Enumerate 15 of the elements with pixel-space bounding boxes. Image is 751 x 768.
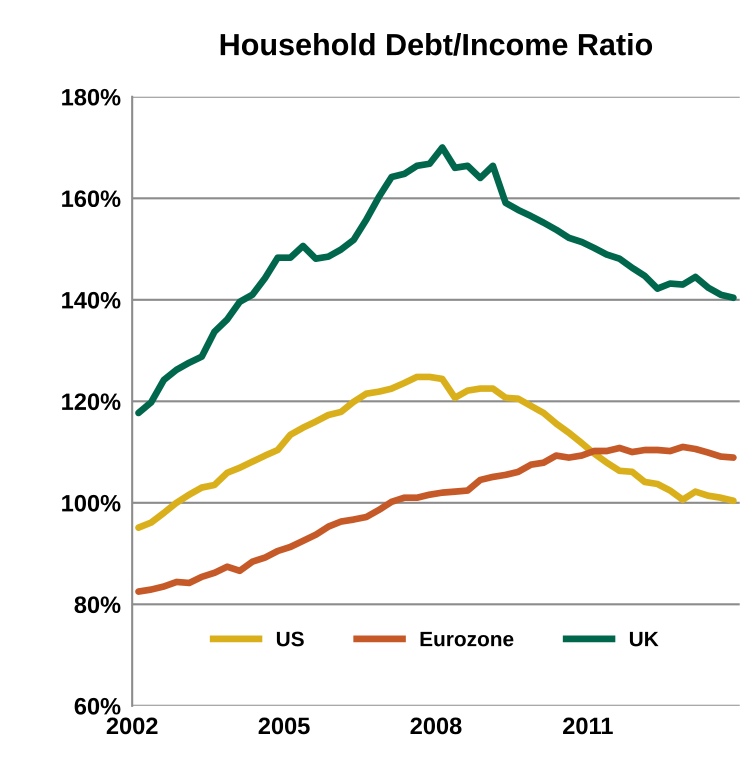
chart-title: Household Debt/Income Ratio xyxy=(220,32,652,56)
legend-label: UK xyxy=(630,632,659,646)
x-tick-label: 2005 xyxy=(258,718,310,734)
y-tick-label: 140% xyxy=(62,292,120,309)
x-tick-label: 2011 xyxy=(563,718,613,734)
legend-label: US xyxy=(276,632,304,646)
y-tick-label: 160% xyxy=(62,190,120,208)
y-tick-label: 120% xyxy=(62,393,120,410)
x-tick-label: 2002 xyxy=(106,718,158,734)
y-tick-label: 80% xyxy=(74,596,120,614)
y-tick-label: 60% xyxy=(74,698,120,715)
y-tick-label: 180% xyxy=(62,88,120,106)
y-tick-label: 100% xyxy=(62,494,120,512)
legend-label: Eurozone xyxy=(420,632,514,646)
x-tick-label: 2008 xyxy=(410,718,462,734)
